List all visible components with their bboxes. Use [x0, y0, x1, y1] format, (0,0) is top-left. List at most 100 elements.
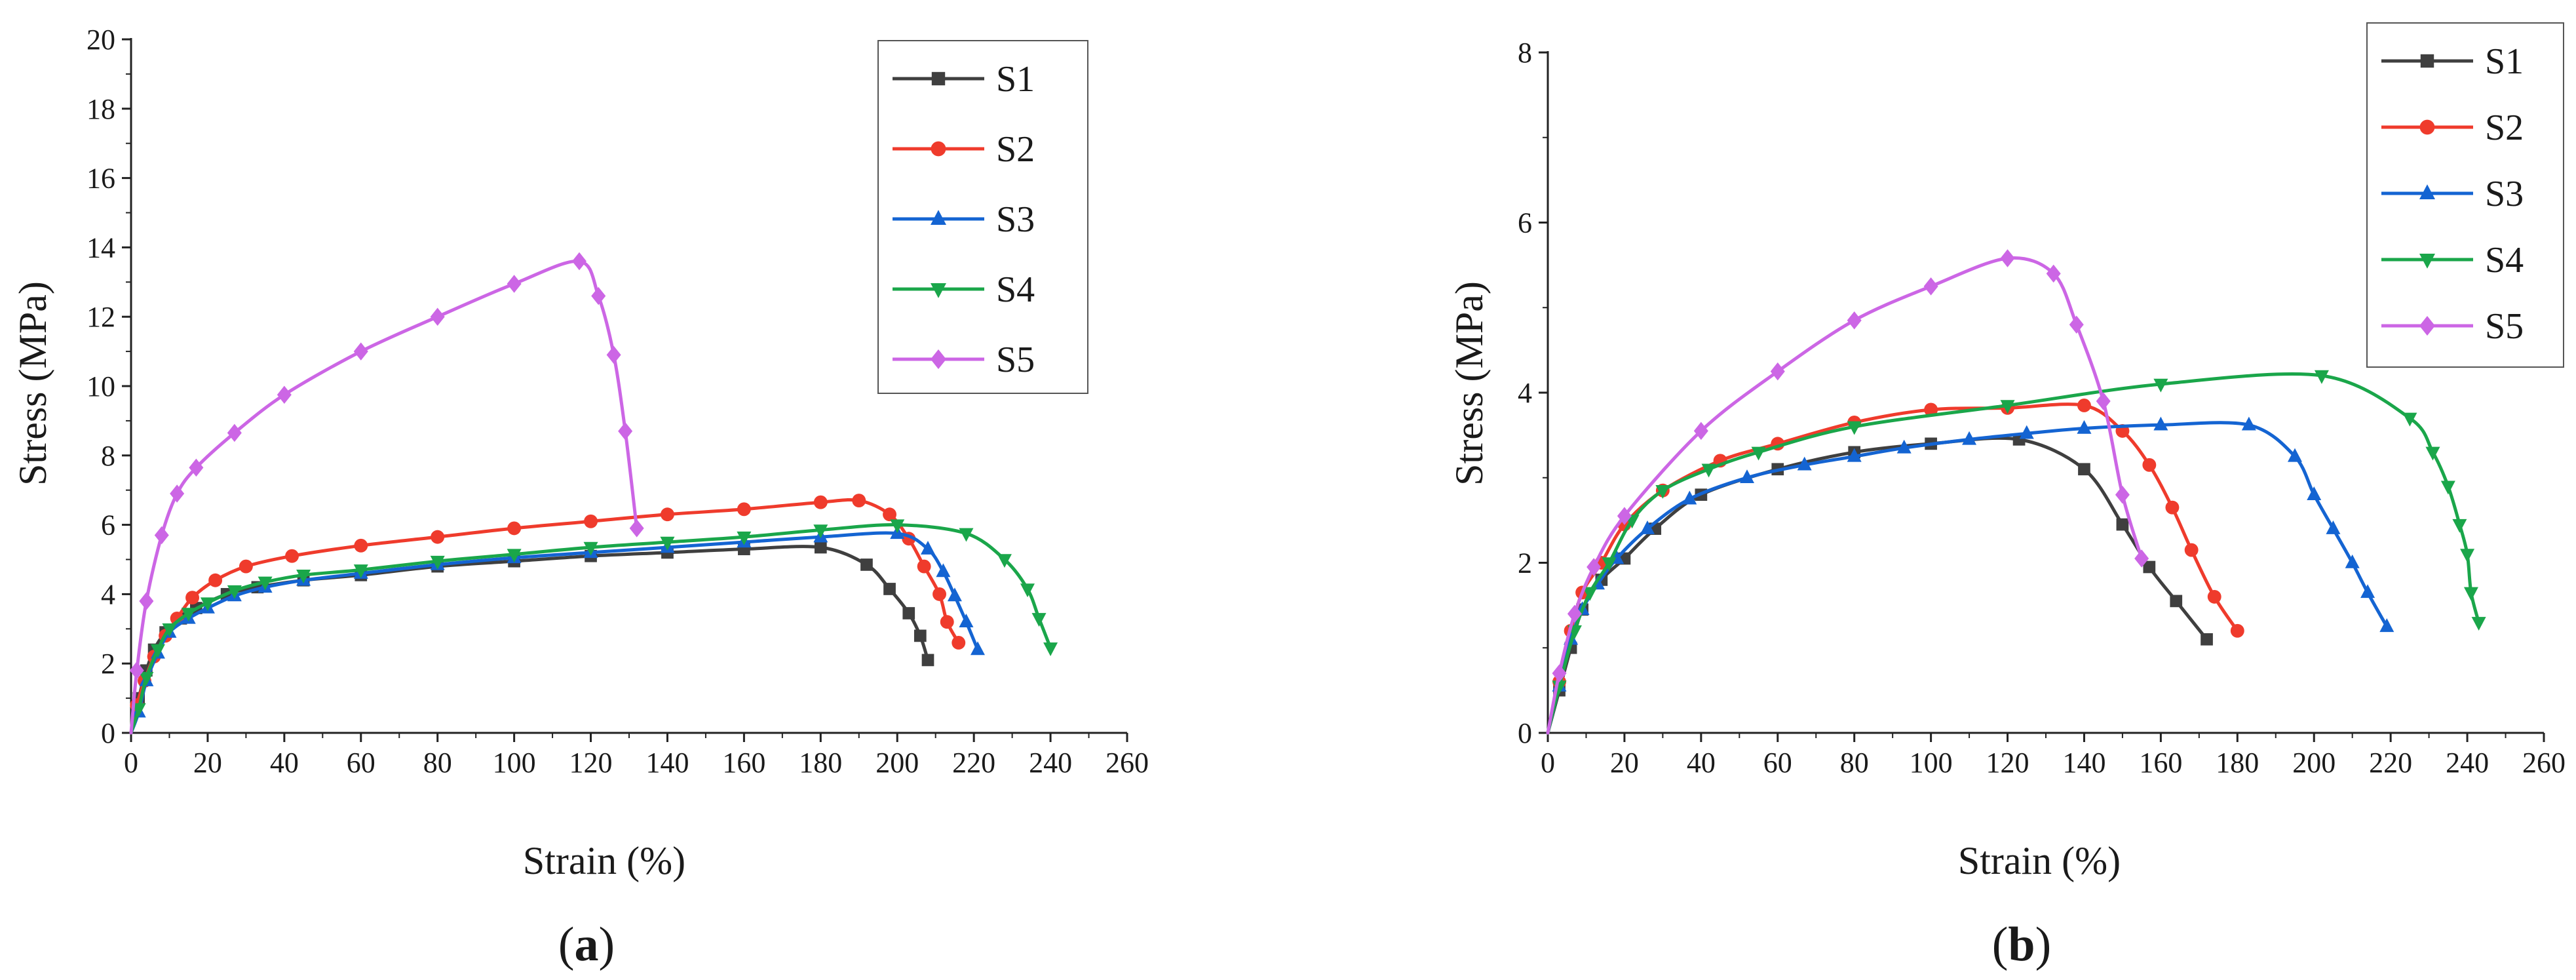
panel-b-x-tick-label: 160 — [2139, 747, 2182, 779]
panel-a-series-s4-point — [959, 528, 974, 542]
panel-a-series-s4-point — [353, 564, 368, 579]
panel-b-x-tick-label: 200 — [2292, 747, 2336, 779]
panel-a-series-s2-point — [208, 573, 223, 587]
panel-b-legend-marker-s2 — [2419, 119, 2435, 135]
panel-b-legend-item-s3: S3 — [2381, 174, 2524, 214]
panel-b-series-s2-point — [2230, 623, 2244, 638]
panel-b-legend-marker-s5 — [2419, 316, 2435, 336]
panel-a-series-s5-point — [430, 307, 445, 326]
panel-a-series-s2-point — [431, 530, 445, 544]
panel-b-series-s4 — [1546, 370, 2486, 735]
panel-b-series-s4-point — [2000, 400, 2015, 414]
panel-b-series-s5-point — [1617, 507, 1632, 525]
panel-a-series-s4-point — [131, 703, 146, 717]
panel-a-x-tick-label: 260 — [1105, 747, 1149, 779]
panel-a-series-s5-point — [629, 519, 644, 538]
panel-a-series-s4-point — [1031, 613, 1047, 627]
panel-b-series-s5-point — [2134, 549, 2149, 568]
panel-b-series-s4-point — [1701, 463, 1716, 478]
panel-b-label: (b) — [1992, 918, 2051, 971]
panel-b-series-s3-point — [2360, 584, 2375, 598]
panel-a-series-s5-point — [129, 661, 144, 680]
panel-a-series-s5-point — [139, 592, 154, 610]
panel-a-legend-marker-s5 — [931, 349, 946, 369]
panel-a-series-s4-point — [227, 585, 242, 599]
panel-b-x-tick-label: 100 — [1910, 747, 1953, 779]
panel-a-series-s2-point — [940, 615, 954, 629]
panel-b-series-s3-point — [2077, 420, 2092, 434]
panel-a-legend-label-s4: S4 — [996, 269, 1035, 310]
panel-b-series-s5-point — [2115, 485, 2130, 504]
panel-b-series-s2-point — [2142, 458, 2157, 472]
panel-a-legend-entries: S1 S2 S3 S4 S5 — [893, 59, 1035, 380]
panel-b-series-s4-point — [2402, 412, 2417, 427]
panel-b-series-s4-point — [1751, 446, 1766, 461]
panel-a-y-tick-label: 12 — [87, 301, 115, 333]
panel-a-series-s4-point — [162, 623, 177, 637]
panel-b-series-s4-point — [2440, 480, 2455, 495]
panel-b-series-s2-point — [2184, 543, 2199, 557]
panel-b-plot-layer: 0 20 40 60 80 100 120 140 160 180 200 220 240 260 0 2 4 6… — [1518, 37, 2566, 779]
panel-b-series-s4-point — [2471, 617, 2486, 631]
panel-a-x-tick-label: 40 — [270, 747, 299, 779]
panel-a-x-tick-label: 240 — [1029, 747, 1072, 779]
panel-b-series-s5-point — [2000, 249, 2015, 267]
panel-a-series-s4-point — [507, 549, 522, 563]
panel-a-x-tick-label: 160 — [722, 747, 765, 779]
panel-a-series-s4-point — [737, 531, 752, 545]
panel-b-y-tick-label: 2 — [1518, 547, 1532, 579]
panel-a-y-tick-label: 2 — [101, 648, 115, 680]
panel-b-series-s5-point — [1693, 421, 1708, 441]
panel-a-series-s4 — [129, 519, 1058, 735]
panel-b-series-s4-point — [2463, 587, 2478, 601]
panel-a-x-tick-label: 180 — [799, 747, 842, 779]
panel-a-x-tick-label: 200 — [875, 747, 919, 779]
panel-b-series-s5-point — [2069, 315, 2084, 334]
panel-b-legend-item-s5: S5 — [2381, 306, 2524, 347]
panel-b-series-s3-point — [2326, 520, 2341, 534]
panel-b-x-tick-label: 80 — [1840, 747, 1869, 779]
panel-a-plot-layer: 0 20 40 60 80 100 120 140 160 180 200 220 240 260 0 2 4 6… — [87, 24, 1149, 779]
panel-b-x-tick-label: 0 — [1541, 747, 1555, 779]
panel-a-series-s4-point — [1020, 583, 1035, 598]
panel-a-legend: S1 S2 S3 S4 S5 — [877, 40, 1088, 394]
panel-b-series-s3-point — [2153, 416, 2168, 431]
panel-b-series-s3-point — [1962, 431, 1977, 445]
panel-b-y-axis-title: Stress (MPa) — [1448, 281, 1491, 486]
panel-b-series-s3-point — [1640, 520, 1655, 534]
panel-b-legend-marker-s3 — [2419, 184, 2435, 199]
panel-a-x-tick-label: 0 — [124, 747, 138, 779]
panel-b-series-s4-point — [1847, 421, 1862, 435]
panel-b-series-s5-point — [1567, 604, 1582, 623]
panel-b-legend-item-s4: S4 — [2381, 240, 2524, 281]
panel-a-series-s5-point — [170, 484, 185, 503]
panel-b-series-s4-point — [1602, 557, 1617, 572]
panel-a-series-s2-point — [737, 502, 751, 517]
panel-a-series-s2-point — [285, 549, 299, 563]
panel-a-series-s3-point — [921, 540, 935, 555]
panel-a-series-s3-point — [936, 563, 951, 578]
panel-a-series-s1-point — [921, 654, 934, 667]
panel-b-x-tick-label: 20 — [1610, 747, 1639, 779]
panel-a-series-s4-point — [890, 519, 905, 534]
panel-a-x-tick-label: 60 — [347, 747, 375, 779]
panel-b-series-s4-point — [2452, 519, 2467, 533]
panel-b-series-s5-point — [1770, 362, 1785, 381]
panel-b-series-s3-point — [1682, 490, 1697, 505]
panel-a-series-s4-point — [258, 576, 273, 591]
panel-a-series-s2-point — [932, 587, 946, 601]
panel-a-legend-box — [877, 40, 1088, 394]
panel-b-x-tick-label: 240 — [2446, 747, 2489, 779]
panel-b-series-s3-point — [2019, 425, 2034, 439]
panel-a-series-s5-point — [591, 286, 606, 305]
panel-a-legend-marker-s4 — [931, 283, 946, 298]
panel-a-series-s3-point — [971, 641, 985, 656]
chart-panel-b: 0 20 40 60 80 100 120 140 160 180 200 220 240 260 0 2 4 6… — [1448, 22, 2566, 971]
panel-a-series-s5-point — [154, 526, 169, 545]
panel-a-y-tick-label: 4 — [101, 578, 115, 610]
panel-b-legend-item-s2: S2 — [2381, 108, 2524, 148]
panel-b-x-tick-label: 140 — [2062, 747, 2105, 779]
panel-b-legend-marker-s1 — [2420, 54, 2434, 68]
panel-a-legend-marker-s2 — [931, 141, 946, 157]
